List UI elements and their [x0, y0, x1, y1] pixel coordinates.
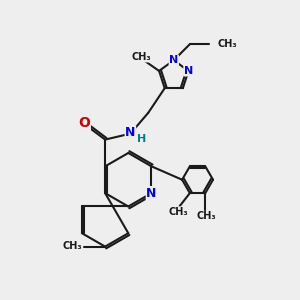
Text: N: N — [169, 55, 178, 65]
Text: CH₃: CH₃ — [63, 241, 82, 251]
Text: CH₃: CH₃ — [131, 52, 151, 62]
Text: CH₃: CH₃ — [168, 207, 188, 217]
Text: CH₃: CH₃ — [218, 39, 237, 49]
Text: N: N — [146, 187, 157, 200]
Text: O: O — [78, 116, 90, 130]
Text: N: N — [125, 126, 136, 139]
Text: H: H — [137, 134, 146, 144]
Text: CH₃: CH₃ — [197, 211, 217, 221]
Text: N: N — [184, 66, 193, 76]
